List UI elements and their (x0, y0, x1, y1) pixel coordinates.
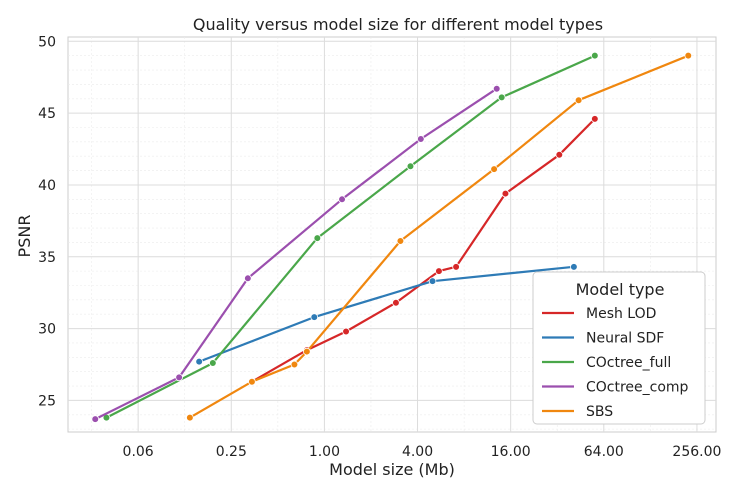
series-line (105, 54, 596, 419)
data-point (452, 263, 460, 271)
x-tick-label: 4.00 (402, 444, 433, 460)
legend-label: Neural SDF (586, 331, 664, 347)
legend-label: COctree_comp (586, 380, 689, 396)
legend-label: COctree_full (586, 355, 671, 371)
x-tick-label: 0.25 (216, 444, 247, 460)
data-point (310, 313, 319, 321)
legend-items: Mesh LOD Neural SDF COctree_full COctree_co… (542, 306, 689, 420)
y-tick-label: 45 (38, 106, 56, 122)
y-tick-label: 35 (38, 250, 56, 266)
chart-title: Quality versus model size for different … (193, 15, 603, 34)
series-layer (91, 51, 693, 423)
series-coctree-full (102, 51, 599, 422)
data-point (209, 359, 217, 367)
x-tick-label: 16.00 (491, 444, 531, 460)
data-point (591, 115, 599, 123)
legend-label: SBS (586, 404, 613, 420)
data-point (342, 327, 350, 336)
data-point (244, 274, 252, 283)
data-point (574, 96, 583, 104)
series-line (94, 87, 498, 421)
legend-box (532, 271, 706, 425)
data-point (497, 93, 506, 102)
data-point (303, 347, 311, 356)
series-line (198, 265, 575, 363)
x-tick-label: 256.00 (672, 444, 721, 460)
data-point (248, 377, 256, 386)
x-tick-label: 1.00 (309, 444, 340, 460)
data-point (406, 162, 415, 171)
data-point (290, 360, 299, 369)
data-point (175, 373, 183, 382)
series-neural-sdf (195, 263, 578, 366)
data-point (396, 237, 405, 245)
series-line (189, 54, 689, 419)
x-tick-label: 64.00 (584, 444, 624, 460)
data-point (392, 298, 400, 307)
data-point (428, 277, 437, 285)
y-tick-label: 25 (38, 393, 56, 409)
y-tick-label: 30 (38, 322, 56, 338)
data-point (313, 234, 322, 242)
series-sbs (186, 51, 693, 422)
data-point (91, 415, 100, 423)
data-point (435, 267, 443, 275)
data-point (186, 413, 194, 422)
y-axis-ticks: 25 30 35 40 45 50 (38, 34, 56, 409)
data-point (570, 263, 578, 271)
y-tick-label: 40 (38, 178, 56, 194)
legend: Model type Mesh LOD Neural SDF COctree_ful… (532, 271, 706, 425)
data-point (591, 51, 599, 60)
data-point (195, 357, 203, 366)
x-axis-title: Model size (Mb) (329, 460, 455, 479)
y-axis-title: PSNR (15, 215, 34, 258)
data-point (490, 165, 498, 173)
data-point (555, 150, 564, 159)
x-tick-label: 0.06 (123, 444, 154, 460)
series-coctree-comp (91, 84, 501, 423)
legend-title: Model type (576, 280, 665, 299)
data-point (492, 84, 501, 93)
data-point (417, 135, 425, 143)
x-axis-ticks: 0.06 0.25 1.00 4.00 16.00 64.00 256.00 (123, 444, 722, 460)
y-tick-label: 50 (38, 34, 56, 50)
data-point (684, 51, 693, 60)
data-point (338, 195, 346, 204)
legend-label: Mesh LOD (586, 306, 656, 322)
data-point (501, 189, 510, 198)
